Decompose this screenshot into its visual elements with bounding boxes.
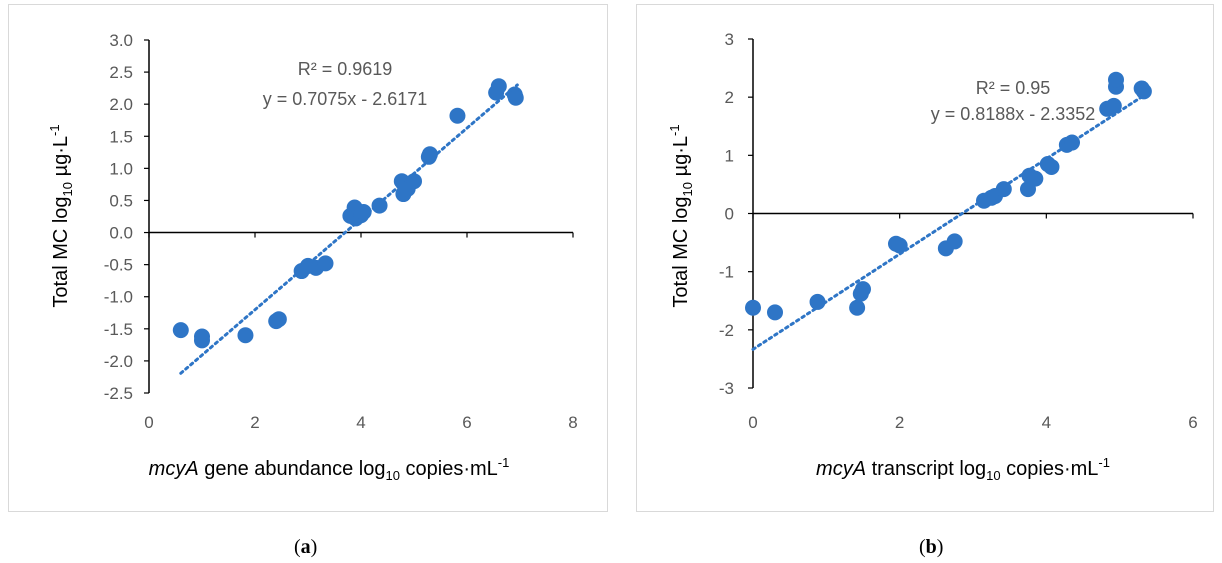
y-tick-label: 0.0 <box>109 224 133 243</box>
data-point <box>767 304 783 321</box>
y-axis-label: Total MC log10 µg·L-1 <box>667 124 695 307</box>
y-tick-label: -3 <box>719 379 734 398</box>
data-point <box>1105 97 1122 114</box>
y-tick-label: 2.0 <box>109 95 133 114</box>
data-point <box>891 237 908 254</box>
x-tick-label: 6 <box>1188 413 1197 432</box>
y-tick-label: -2.5 <box>104 384 133 403</box>
x-axis-label: mcyA transcript log10 copies·mL-1 <box>816 455 1110 483</box>
y-tick-label: 1.0 <box>109 159 133 178</box>
data-point <box>317 255 334 272</box>
y-tick-label: 1.5 <box>109 127 133 146</box>
x-tick-label: 6 <box>462 413 471 432</box>
data-point <box>449 107 466 124</box>
caption-a: (a) <box>294 536 318 558</box>
data-point <box>809 293 826 310</box>
data-point <box>855 281 871 298</box>
x-tick-label: 2 <box>250 413 259 432</box>
trendline <box>179 83 519 375</box>
r-squared-label: R² = 0.95 <box>976 78 1051 98</box>
y-tick-label: -2 <box>719 321 734 340</box>
data-point <box>946 233 963 250</box>
x-tick-label: 4 <box>356 413 365 432</box>
x-axis-label: mcyA gene abundance log10 copies·mL-1 <box>149 455 510 483</box>
data-point <box>371 197 388 214</box>
data-point <box>1043 158 1060 175</box>
chart-panel-b: 3 2 1 0 -1 -2 -3 0 2 4 6 R² = 0.95 y = 0.8188x - 2.3… <box>636 4 1214 512</box>
x-tick-label: 0 <box>748 413 757 432</box>
data-point <box>849 299 866 316</box>
x-tick-label: 4 <box>1042 413 1051 432</box>
equation-label: y = 0.8188x - 2.3352 <box>931 104 1096 124</box>
scatter-chart-b: 3 2 1 0 -1 -2 -3 0 2 4 6 R² = 0.95 y = 0.8188x - 2.3… <box>667 30 1198 483</box>
data-point <box>237 327 254 344</box>
y-tick-label: 2 <box>725 88 734 107</box>
y-tick-label: -1.5 <box>104 320 133 339</box>
x-tick-label: 8 <box>568 413 577 432</box>
x-tick-label: 2 <box>895 413 904 432</box>
chart-panel-a: 3.0 2.5 2.0 1.5 1.0 0.5 0.0 -0.5 -1.0 -1.5 -2.0 -2.… <box>8 4 608 512</box>
data-point <box>172 322 189 339</box>
y-tick-label: -2.0 <box>104 352 133 371</box>
caption-b: (b) <box>919 536 944 558</box>
data-point <box>1135 83 1152 100</box>
equation-label: y = 0.7075x - 2.6171 <box>263 89 428 109</box>
data-point <box>490 78 507 95</box>
data-point <box>995 181 1012 198</box>
y-tick-label: 3.0 <box>109 31 133 50</box>
data-point <box>745 299 761 316</box>
y-axis-label: Total MC log10 µg·L-1 <box>47 124 75 307</box>
scatter-chart-a: 3.0 2.5 2.0 1.5 1.0 0.5 0.0 -0.5 -1.0 -1.5 -2.0 -2.… <box>47 31 578 483</box>
data-point <box>1064 134 1080 151</box>
x-tick-label: 0 <box>144 413 153 432</box>
y-tick-label: -1.0 <box>104 288 133 307</box>
y-tick-label: 3 <box>725 30 734 49</box>
data-point <box>406 173 422 190</box>
y-tick-label: 1 <box>725 146 734 165</box>
y-tick-label: -1 <box>719 263 734 282</box>
y-tick-label: 2.5 <box>109 63 133 82</box>
data-point <box>355 204 372 221</box>
data-point <box>194 332 210 349</box>
data-point <box>421 146 438 163</box>
y-tick-label: 0 <box>725 205 734 224</box>
data-point <box>1027 170 1044 187</box>
data-point <box>1108 71 1124 88</box>
data-point <box>270 311 287 328</box>
trendline <box>751 95 1144 351</box>
r-squared-label: R² = 0.9619 <box>298 59 393 79</box>
y-tick-label: -0.5 <box>104 256 133 275</box>
data-point <box>507 89 524 106</box>
y-tick-label: 0.5 <box>109 191 133 210</box>
